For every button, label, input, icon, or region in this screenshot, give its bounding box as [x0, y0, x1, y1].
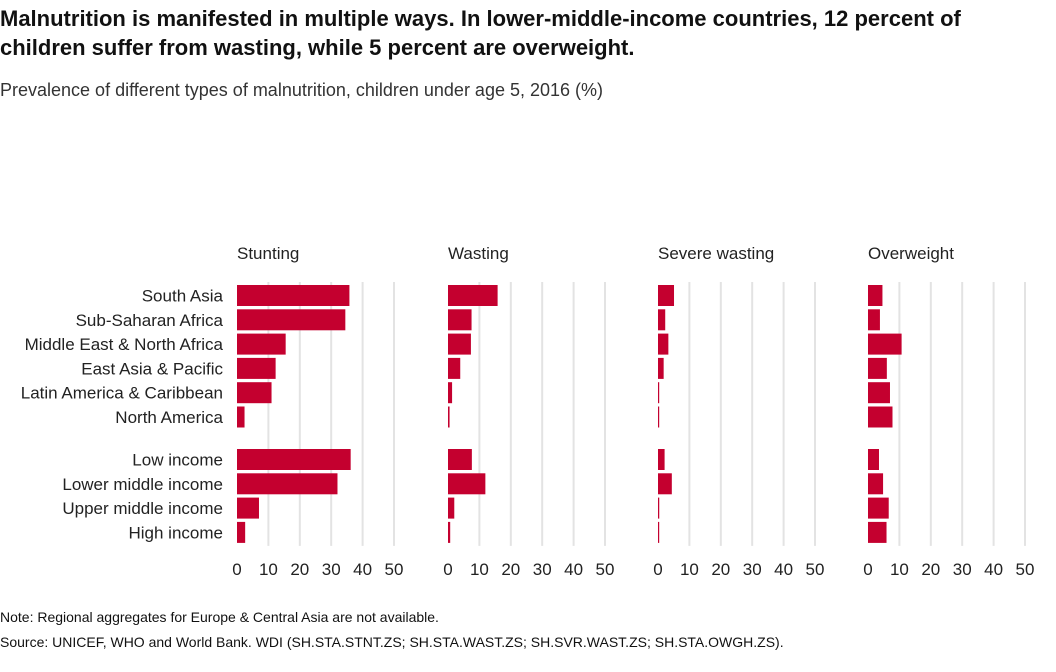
tick-label-overweight-0: 0	[863, 560, 872, 579]
category-label-east-asia-pacific: East Asia & Pacific	[81, 359, 223, 378]
panel-title-stunting: Stunting	[237, 244, 299, 263]
bar-overweight-lower-middle-income	[868, 473, 884, 495]
bar-stunting-middle-east-north-africa	[237, 333, 286, 355]
chart-note: Note: Regional aggregates for Europe & C…	[0, 609, 439, 625]
tick-label-stunting-10: 10	[259, 560, 278, 579]
bar-overweight-middle-east-north-africa	[868, 333, 902, 355]
bar-wasting-south-asia	[448, 285, 498, 306]
tick-label-wasting-50: 50	[596, 560, 615, 579]
category-label-high-income: High income	[129, 523, 224, 542]
tick-label-stunting-20: 20	[290, 560, 309, 579]
bar-wasting-middle-east-north-africa	[448, 333, 471, 355]
category-label-south-asia: South Asia	[142, 287, 224, 306]
bar-severe-wasting-low-income	[658, 449, 665, 470]
bar-wasting-sub-saharan-africa	[448, 309, 472, 331]
bar-overweight-low-income	[868, 449, 879, 470]
category-label-sub-saharan-africa: Sub-Saharan Africa	[76, 311, 224, 330]
bar-severe-wasting-sub-saharan-africa	[658, 309, 666, 331]
bar-overweight-upper-middle-income	[868, 497, 889, 519]
tick-label-wasting-20: 20	[501, 560, 520, 579]
tick-label-severe-wasting-50: 50	[806, 560, 825, 579]
panel-title-overweight: Overweight	[868, 244, 954, 263]
category-label-middle-east-north-africa: Middle East & North Africa	[25, 335, 224, 354]
bar-wasting-latin-america-caribbean	[448, 382, 453, 404]
tick-label-stunting-40: 40	[353, 560, 372, 579]
bar-wasting-north-america	[448, 406, 450, 428]
bar-stunting-south-asia	[237, 285, 350, 306]
bar-severe-wasting-north-america	[658, 406, 660, 428]
bar-stunting-north-america	[237, 406, 245, 428]
tick-label-wasting-40: 40	[564, 560, 583, 579]
bar-severe-wasting-latin-america-caribbean	[658, 382, 660, 404]
tick-label-stunting-0: 0	[232, 560, 241, 579]
bar-severe-wasting-high-income	[658, 521, 660, 543]
bar-stunting-east-asia-pacific	[237, 357, 276, 379]
bar-severe-wasting-south-asia	[658, 285, 675, 306]
tick-label-severe-wasting-10: 10	[680, 560, 699, 579]
tick-label-overweight-40: 40	[984, 560, 1003, 579]
panel-title-severe-wasting: Severe wasting	[658, 244, 774, 263]
chart-title: Malnutrition is manifested in multiple w…	[0, 6, 961, 60]
bar-wasting-upper-middle-income	[448, 497, 455, 519]
category-label-latin-america-caribbean: Latin America & Caribbean	[21, 384, 223, 403]
tick-label-overweight-50: 50	[1016, 560, 1035, 579]
bar-severe-wasting-lower-middle-income	[658, 473, 672, 495]
category-label-upper-middle-income: Upper middle income	[62, 499, 223, 518]
bar-severe-wasting-middle-east-north-africa	[658, 333, 669, 355]
tick-label-wasting-30: 30	[533, 560, 552, 579]
bar-wasting-lower-middle-income	[448, 473, 486, 495]
tick-label-overweight-30: 30	[953, 560, 972, 579]
bar-overweight-high-income	[868, 521, 887, 543]
bar-stunting-low-income	[237, 449, 351, 470]
bar-overweight-north-america	[868, 406, 893, 428]
tick-label-wasting-0: 0	[443, 560, 452, 579]
tick-label-stunting-50: 50	[385, 560, 404, 579]
bar-overweight-east-asia-pacific	[868, 357, 887, 379]
tick-label-overweight-10: 10	[890, 560, 909, 579]
bar-wasting-east-asia-pacific	[448, 357, 461, 379]
category-label-lower-middle-income: Lower middle income	[62, 475, 223, 494]
bar-overweight-south-asia	[868, 285, 883, 306]
chart-source: Source: UNICEF, WHO and World Bank. WDI …	[0, 634, 784, 650]
bar-overweight-latin-america-caribbean	[868, 382, 890, 404]
bar-stunting-high-income	[237, 521, 246, 543]
bar-stunting-upper-middle-income	[237, 497, 259, 519]
bar-wasting-low-income	[448, 449, 472, 470]
panel-title-wasting: Wasting	[448, 244, 509, 263]
bar-severe-wasting-upper-middle-income	[658, 497, 660, 519]
bar-wasting-high-income	[448, 521, 451, 543]
tick-label-severe-wasting-30: 30	[743, 560, 762, 579]
tick-label-severe-wasting-40: 40	[774, 560, 793, 579]
bar-overweight-sub-saharan-africa	[868, 309, 880, 331]
bar-stunting-latin-america-caribbean	[237, 382, 272, 404]
bar-stunting-sub-saharan-africa	[237, 309, 346, 331]
tick-label-severe-wasting-20: 20	[711, 560, 730, 579]
tick-label-severe-wasting-0: 0	[653, 560, 662, 579]
tick-label-wasting-10: 10	[470, 560, 489, 579]
bar-stunting-lower-middle-income	[237, 473, 338, 495]
tick-label-overweight-20: 20	[921, 560, 940, 579]
category-label-north-america: North America	[115, 408, 223, 427]
category-label-low-income: Low income	[132, 451, 223, 470]
bar-severe-wasting-east-asia-pacific	[658, 357, 664, 379]
tick-label-stunting-30: 30	[322, 560, 341, 579]
chart-subtitle: Prevalence of different types of malnutr…	[0, 80, 604, 100]
